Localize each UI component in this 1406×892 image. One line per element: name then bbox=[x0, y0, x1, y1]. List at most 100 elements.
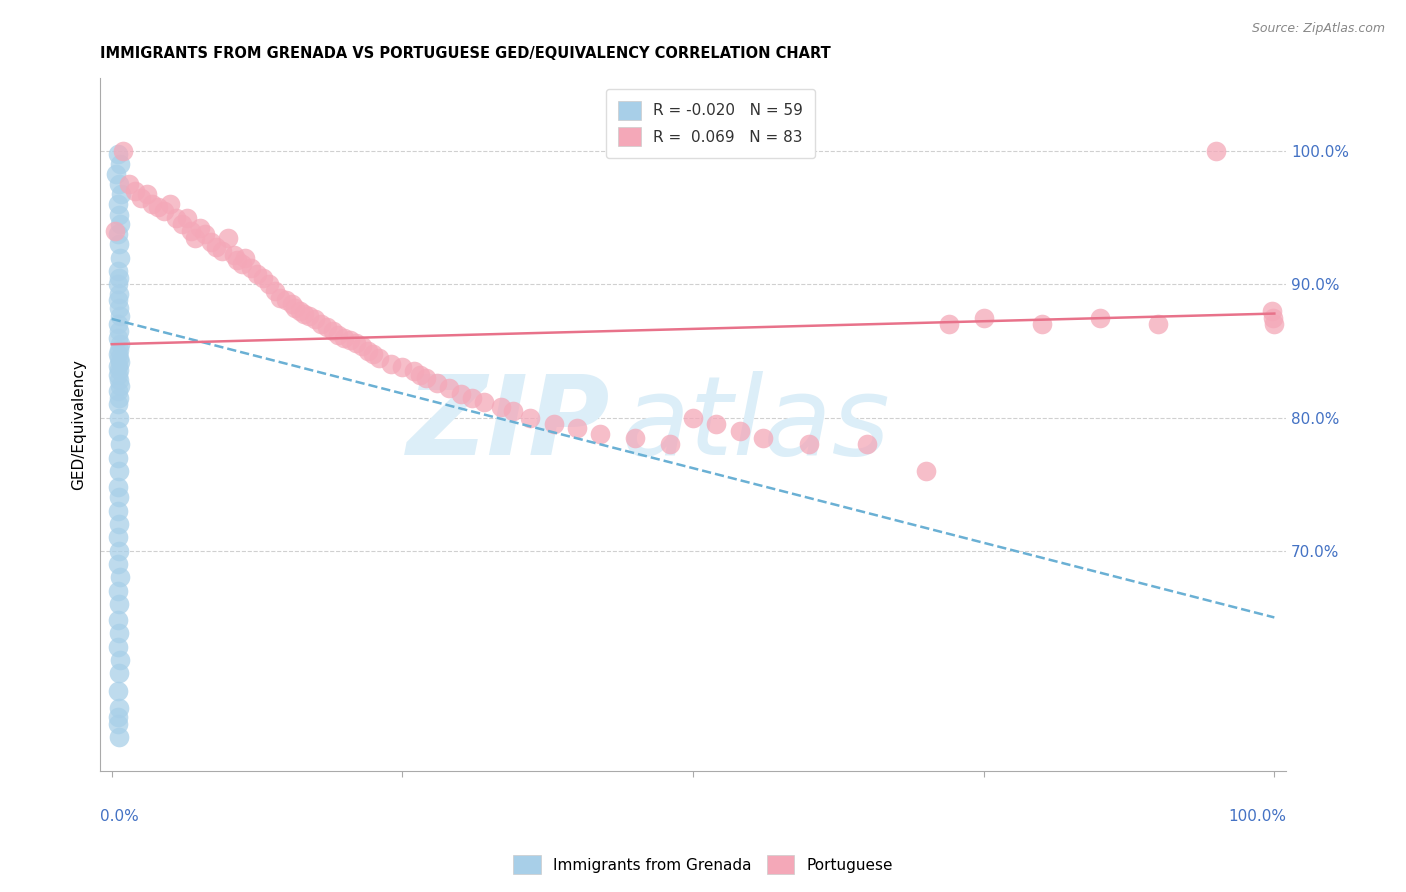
Point bbox=[231, 257, 253, 271]
Point bbox=[315, 319, 337, 334]
Point bbox=[108, 354, 131, 368]
Point bbox=[246, 267, 269, 281]
Point bbox=[240, 261, 263, 276]
Point bbox=[380, 357, 402, 371]
Point bbox=[519, 410, 541, 425]
Point bbox=[704, 417, 727, 432]
Point bbox=[107, 227, 129, 241]
Point bbox=[328, 327, 350, 342]
Point bbox=[276, 293, 298, 308]
Point bbox=[938, 317, 960, 331]
Point bbox=[108, 157, 131, 171]
Text: atlas: atlas bbox=[621, 371, 890, 478]
Point bbox=[107, 666, 129, 681]
Point bbox=[107, 346, 129, 360]
Point bbox=[107, 397, 129, 411]
Point bbox=[682, 410, 704, 425]
Point bbox=[107, 301, 129, 316]
Point bbox=[108, 570, 131, 584]
Point bbox=[188, 221, 211, 235]
Text: 100.0%: 100.0% bbox=[1227, 809, 1286, 824]
Point bbox=[153, 203, 176, 218]
Point bbox=[226, 253, 249, 268]
Point bbox=[402, 364, 425, 378]
Point bbox=[914, 464, 936, 478]
Point bbox=[159, 197, 181, 211]
Point bbox=[107, 480, 129, 494]
Point bbox=[107, 710, 129, 724]
Legend: Immigrants from Grenada, Portuguese: Immigrants from Grenada, Portuguese bbox=[508, 849, 898, 880]
Point bbox=[1263, 310, 1285, 325]
Y-axis label: GED/Equivalency: GED/Equivalency bbox=[72, 359, 86, 490]
Point bbox=[1147, 317, 1170, 331]
Point bbox=[107, 359, 129, 373]
Point bbox=[426, 376, 449, 390]
Point bbox=[799, 437, 821, 451]
Point bbox=[856, 437, 879, 451]
Point bbox=[184, 230, 207, 244]
Point bbox=[589, 426, 612, 441]
Point bbox=[108, 217, 131, 231]
Point bbox=[107, 373, 129, 387]
Point bbox=[658, 437, 681, 451]
Legend: R = -0.020   N = 59, R =  0.069   N = 83: R = -0.020 N = 59, R = 0.069 N = 83 bbox=[606, 89, 815, 158]
Point bbox=[304, 312, 326, 326]
Point bbox=[107, 384, 129, 398]
Point bbox=[141, 197, 163, 211]
Point bbox=[1031, 317, 1053, 331]
Point bbox=[107, 293, 129, 308]
Point bbox=[333, 330, 356, 344]
Point bbox=[292, 307, 315, 321]
Point bbox=[107, 464, 129, 478]
Point bbox=[309, 317, 332, 331]
Point bbox=[108, 378, 131, 392]
Point bbox=[107, 286, 129, 301]
Point bbox=[200, 235, 222, 249]
Point bbox=[107, 178, 129, 192]
Point bbox=[437, 381, 460, 395]
Point bbox=[107, 264, 129, 278]
Point bbox=[1263, 317, 1285, 331]
Point bbox=[108, 251, 131, 265]
Point bbox=[107, 701, 129, 715]
Point bbox=[180, 224, 202, 238]
Point bbox=[108, 337, 131, 351]
Point bbox=[1205, 144, 1227, 158]
Text: ZIP: ZIP bbox=[406, 371, 610, 478]
Point bbox=[107, 146, 129, 161]
Text: 0.0%: 0.0% bbox=[100, 809, 139, 824]
Point bbox=[118, 178, 141, 192]
Point bbox=[107, 277, 129, 292]
Point bbox=[263, 284, 285, 298]
Point bbox=[415, 370, 437, 384]
Point bbox=[211, 244, 233, 258]
Point bbox=[450, 386, 472, 401]
Point bbox=[409, 368, 432, 382]
Point bbox=[543, 417, 565, 432]
Point bbox=[107, 504, 129, 518]
Point bbox=[107, 330, 129, 344]
Point bbox=[112, 144, 135, 158]
Point bbox=[176, 211, 198, 225]
Point bbox=[108, 653, 131, 667]
Point bbox=[235, 251, 257, 265]
Point bbox=[107, 491, 129, 505]
Point bbox=[363, 346, 385, 360]
Point bbox=[339, 333, 361, 347]
Point bbox=[107, 613, 129, 627]
Point bbox=[107, 237, 129, 252]
Point bbox=[107, 450, 129, 465]
Point bbox=[124, 184, 146, 198]
Point bbox=[148, 200, 170, 214]
Point bbox=[1088, 310, 1111, 325]
Point bbox=[165, 211, 187, 225]
Point bbox=[1261, 304, 1284, 318]
Point bbox=[269, 291, 291, 305]
Point bbox=[105, 167, 128, 181]
Point bbox=[368, 351, 391, 365]
Point bbox=[107, 583, 129, 598]
Point bbox=[288, 304, 311, 318]
Point bbox=[107, 351, 129, 365]
Point bbox=[107, 543, 129, 558]
Point bbox=[107, 410, 129, 425]
